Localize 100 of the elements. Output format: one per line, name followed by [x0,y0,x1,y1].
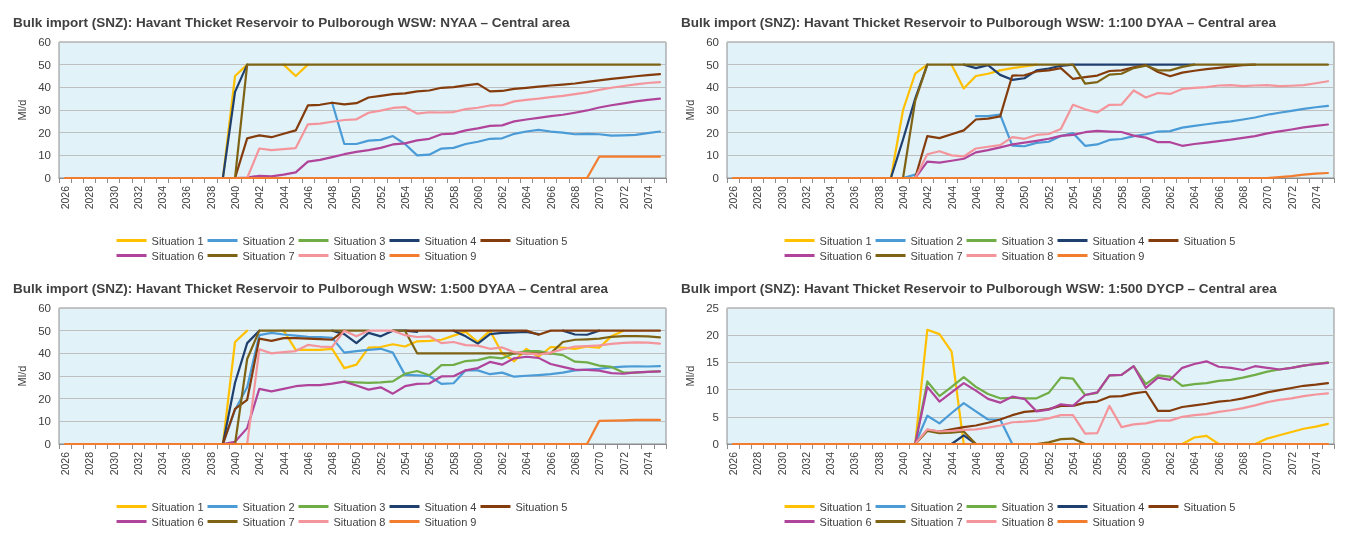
x-tick-label: 2054 [1066,451,1079,476]
legend-label: Situation 7 [242,515,295,528]
legend-label: Situation 7 [910,515,963,528]
x-tick-label: 2070 [1261,185,1274,210]
y-tick-label: 30 [706,104,719,116]
x-tick-label: 2066 [544,185,557,210]
x-tick-label: 2072 [1285,451,1298,476]
x-tick-label: 2060 [1139,451,1152,476]
x-tick-label: 2060 [471,185,484,210]
x-tick-label: 2050 [1018,451,1031,476]
x-tick-label: 2034 [824,185,837,210]
y-tick-label: 10 [38,415,51,428]
x-tick-label: 2044 [277,451,290,476]
legend-label: Situation 7 [910,249,963,262]
legend-label: Situation 3 [1001,234,1054,247]
x-tick-label: 2036 [848,451,861,476]
x-tick-label: 2042 [253,185,266,210]
x-tick-label: 2038 [204,451,217,476]
x-tick-label: 2066 [1212,451,1225,476]
x-tick-label: 2056 [423,451,436,476]
y-tick-label: 50 [38,58,51,71]
x-tick-label: 2036 [180,451,193,476]
x-tick-label: 2070 [593,185,606,210]
legend-label: Situation 1 [151,234,204,247]
legend-label: Situation 3 [1001,500,1054,513]
x-tick-label: 2034 [156,185,169,210]
y-tick-label: 30 [38,370,51,382]
legend-label: Situation 2 [242,500,295,513]
y-tick-label: 40 [38,81,51,94]
legend-label: Situation 4 [424,500,477,513]
y-tick-label: 10 [706,149,719,162]
x-tick-label: 2038 [872,451,885,476]
x-tick-label: 2030 [775,185,788,210]
x-tick-label: 2050 [350,451,363,476]
y-tick-label: 20 [38,392,51,405]
y-tick-label: 20 [706,329,719,342]
legend-label: Situation 2 [910,234,963,247]
x-tick-label: 2066 [1212,185,1225,210]
x-tick-label: 2040 [229,185,242,210]
x-tick-label: 2046 [969,185,982,210]
x-tick-label: 2060 [1139,185,1152,210]
x-tick-label: 2068 [1236,185,1249,210]
chart-title: Bulk import (SNZ): Havant Thicket Reservoir to Pulborough WSW: NYAA – Central area [13,14,571,30]
x-tick-label: 2064 [520,185,533,210]
x-tick-label: 2034 [824,451,837,476]
x-tick-label: 2042 [921,451,934,476]
x-tick-label: 2074 [1309,451,1322,476]
legend-label: Situation 9 [1092,515,1145,528]
x-tick-label: 2068 [568,185,581,210]
y-tick-label: 0 [44,172,51,184]
x-tick-label: 2072 [617,451,630,476]
legend-label: Situation 9 [424,515,477,528]
x-tick-label: 2056 [1091,185,1104,210]
y-axis-title: Ml/d [15,365,28,387]
y-axis-title: Ml/d [683,99,696,121]
y-tick-label: 25 [706,302,719,314]
x-tick-label: 2054 [398,185,411,210]
x-tick-label: 2042 [253,451,266,476]
y-tick-label: 15 [706,356,719,369]
y-axis-title: Ml/d [683,365,696,387]
y-tick-label: 0 [712,438,719,450]
x-tick-label: 2070 [1261,451,1274,476]
legend-label: Situation 7 [242,249,295,262]
x-tick-label: 2062 [1164,451,1177,476]
x-tick-label: 2068 [1236,451,1249,476]
x-tick-label: 2040 [229,451,242,476]
x-tick-label: 2074 [641,451,654,476]
x-tick-label: 2056 [1091,451,1104,476]
x-tick-label: 2030 [107,185,120,210]
legend-label: Situation 8 [1001,515,1054,528]
legend-label: Situation 9 [424,249,477,262]
legend-label: Situation 3 [333,500,386,513]
x-tick-label: 2038 [872,185,885,210]
legend-label: Situation 2 [910,500,963,513]
y-tick-label: 60 [706,36,719,48]
x-tick-label: 2052 [1042,451,1055,476]
legend-label: Situation 8 [1001,249,1054,262]
legend-label: Situation 6 [819,515,872,528]
x-tick-label: 2062 [496,451,509,476]
x-tick-label: 2028 [83,185,96,210]
x-tick-label: 2044 [277,185,290,210]
x-tick-label: 2028 [83,451,96,476]
legend-label: Situation 5 [515,500,568,513]
y-tick-label: 10 [38,149,51,162]
chart-title: Bulk import (SNZ): Havant Thicket Reservoir to Pulborough WSW: 1:100 DYAA – Central area [681,14,1277,30]
x-tick-label: 2062 [1164,185,1177,210]
x-tick-label: 2034 [156,451,169,476]
x-tick-label: 2026 [59,451,72,476]
x-tick-label: 2030 [775,451,788,476]
x-tick-label: 2070 [593,451,606,476]
legend-label: Situation 6 [151,515,204,528]
x-tick-label: 2028 [751,451,764,476]
x-tick-label: 2032 [799,185,812,210]
y-tick-label: 10 [706,383,719,396]
x-tick-label: 2032 [799,451,812,476]
chart-title: Bulk import (SNZ): Havant Thicket Reservoir to Pulborough WSW: 1:500 DYCP – Central area [681,280,1278,296]
legend-label: Situation 8 [333,515,386,528]
x-tick-label: 2040 [897,451,910,476]
legend-label: Situation 4 [1092,500,1145,513]
x-tick-label: 2026 [59,185,72,210]
